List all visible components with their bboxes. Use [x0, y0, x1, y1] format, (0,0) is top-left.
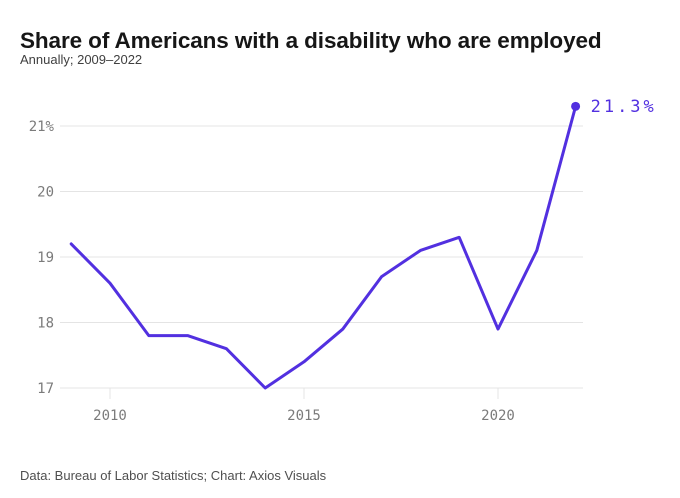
x-axis-label: 2010: [93, 408, 127, 424]
y-axis-label: 21%: [29, 119, 55, 135]
x-axis-label: 2015: [287, 408, 321, 424]
y-axis-label: 20: [37, 185, 54, 201]
end-point-marker: [571, 101, 581, 111]
x-axis-label: 2020: [481, 408, 515, 424]
y-axis-label: 18: [37, 316, 54, 332]
trend-line: [69, 104, 578, 390]
end-value-label: 21.3%: [591, 97, 657, 117]
source-credit: Data: Bureau of Labor Statistics; Chart:…: [20, 468, 327, 483]
page-subtitle: Annually; 2009–2022: [20, 52, 143, 67]
y-axis-label: 19: [37, 250, 54, 266]
page-title: Share of Americans with a disability who…: [20, 28, 602, 54]
y-axis-label: 17: [37, 381, 54, 397]
